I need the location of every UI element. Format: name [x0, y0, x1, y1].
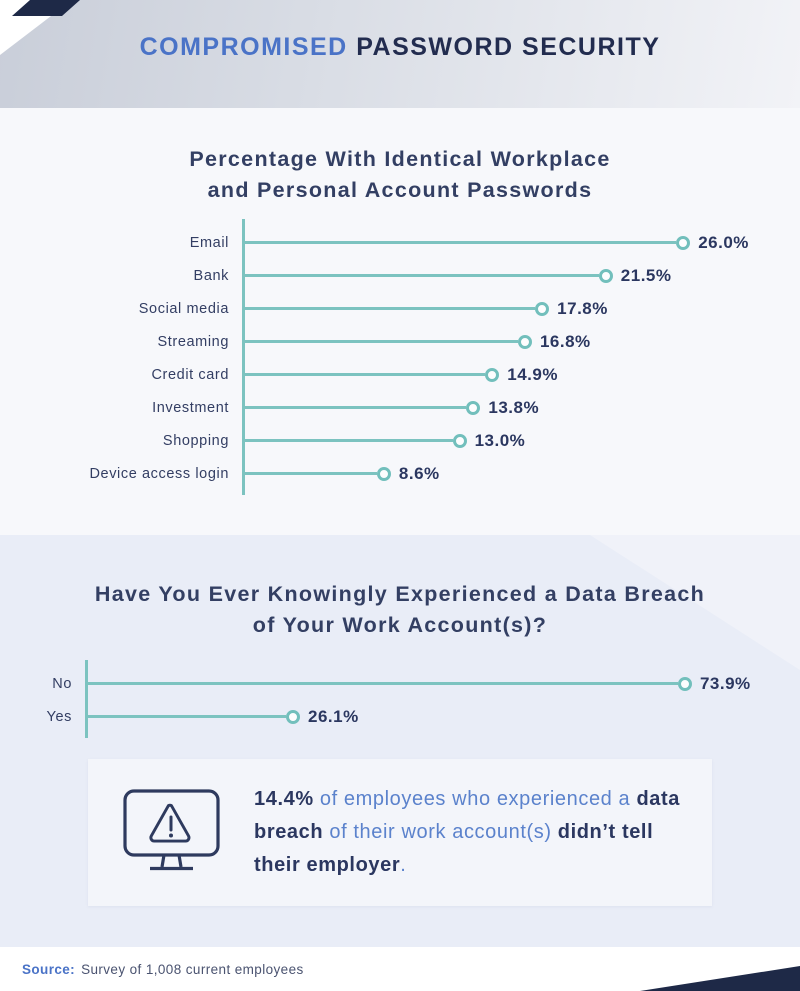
lollipop-chart-passwords: Email 26.0% Bank 21.5% Social media 17.8% Stre… — [3, 219, 800, 495]
chart1-axis-line — [242, 219, 245, 495]
chart2-axis-line — [85, 660, 88, 738]
page-title-accent: COMPROMISED — [139, 33, 348, 61]
source-label: Source: — [22, 961, 76, 977]
chart-row: Investment 13.8% — [3, 391, 800, 424]
category-label: Credit card — [151, 366, 229, 383]
source-text: Survey of 1,008 current employees — [81, 961, 304, 977]
lollipop-stem: 21.5% — [242, 266, 672, 286]
lollipop-stem: 14.9% — [242, 365, 558, 385]
lollipop-line — [242, 340, 518, 343]
category-label: Streaming — [157, 333, 229, 350]
lollipop-ring — [535, 301, 550, 316]
section-data-breach: Have You Ever Knowingly Experienced a Da… — [0, 535, 800, 947]
lollipop-ring — [677, 676, 692, 691]
lollipop-stem: 16.8% — [242, 332, 591, 352]
chart2-title: Have You Ever Knowingly Experienced a Da… — [0, 579, 800, 641]
lollipop-line — [242, 472, 377, 475]
lollipop-stem: 26.1% — [85, 707, 359, 727]
corner-accent-bottom-right — [640, 966, 800, 991]
lollipop-ring — [517, 334, 532, 349]
callout-segment: . — [400, 854, 407, 876]
lollipop-line — [242, 439, 453, 442]
lollipop-line — [242, 307, 536, 310]
chart-row: No 73.9% — [3, 667, 800, 700]
callout-segment: of their work account(s) — [323, 821, 558, 843]
chart-row: Shopping 13.0% — [3, 424, 800, 457]
corner-accent-top-left — [12, 0, 80, 16]
monitor-warning-icon — [116, 785, 220, 880]
value-label: 13.8% — [488, 397, 540, 417]
chart-row: Streaming 16.8% — [3, 325, 800, 358]
chart-row: Device access login 8.6% — [3, 457, 800, 490]
value-label: 14.9% — [507, 364, 558, 384]
lollipop-stem: 17.8% — [242, 299, 608, 319]
category-label: No — [52, 675, 72, 692]
lollipop-ring — [376, 466, 391, 481]
value-label: 26.1% — [308, 706, 359, 726]
lollipop-stem: 73.9% — [85, 674, 751, 694]
value-label: 73.9% — [699, 673, 751, 693]
chart2-title-line2: of Your Work Account(s)? — [252, 613, 548, 637]
lollipop-ring — [598, 268, 613, 283]
section-identical-passwords: Percentage With Identical Workplace and … — [0, 108, 800, 535]
chart-row: Yes 26.1% — [3, 700, 800, 733]
value-label: 13.0% — [474, 430, 526, 450]
chart-row: Email 26.0% — [3, 226, 800, 259]
lollipop-ring — [485, 367, 500, 382]
lollipop-line — [242, 274, 599, 277]
chart1-title-line1: Percentage With Identical Workplace — [189, 147, 611, 171]
callout-box: 14.4% of employees who experienced a dat… — [88, 759, 712, 906]
value-label: 16.8% — [539, 331, 591, 351]
lollipop-line — [242, 373, 486, 376]
chart-row: Social media 17.8% — [3, 292, 800, 325]
lollipop-ring — [452, 433, 467, 448]
lollipop-stem: 13.0% — [242, 431, 525, 451]
lollipop-stem: 26.0% — [242, 233, 749, 253]
category-label: Email — [189, 234, 229, 251]
category-label: Yes — [46, 708, 72, 725]
page-title-rest: PASSWORD SECURITY — [347, 33, 661, 61]
callout-segment: of employees who experienced a — [313, 788, 637, 810]
header-banner: COMPROMISED PASSWORD SECURITY — [0, 0, 800, 108]
callout-segment: didn’t tell their employer — [254, 821, 654, 876]
chart-row: Credit card 14.9% — [3, 358, 800, 391]
page-title: COMPROMISED PASSWORD SECURITY — [0, 33, 800, 62]
lollipop-stem: 13.8% — [242, 398, 539, 418]
value-label: 26.0% — [698, 232, 749, 252]
lollipop-line — [242, 406, 467, 409]
chart1-title-line2: and Personal Account Passwords — [207, 178, 593, 202]
lollipop-line — [85, 682, 678, 685]
category-label: Device access login — [89, 465, 229, 482]
category-label: Investment — [152, 399, 229, 416]
lollipop-line — [85, 715, 287, 718]
lollipop-ring — [466, 400, 481, 415]
category-label: Bank — [193, 267, 229, 284]
callout-segment: data breach — [254, 788, 680, 843]
callout-segment: 14.4% — [254, 788, 314, 810]
category-label: Social media — [138, 300, 229, 317]
category-label: Shopping — [162, 432, 229, 449]
value-label: 8.6% — [398, 463, 440, 483]
callout-text: 14.4% of employees who experienced a dat… — [254, 783, 692, 882]
lollipop-ring — [286, 709, 301, 724]
lollipop-ring — [676, 235, 691, 250]
value-label: 21.5% — [620, 265, 672, 285]
value-label: 17.8% — [557, 298, 608, 318]
footer: Source: Survey of 1,008 current employee… — [0, 947, 800, 991]
chart1-title: Percentage With Identical Workplace and … — [0, 144, 800, 206]
chart2-title-line1: Have You Ever Knowingly Experienced a Da… — [94, 582, 706, 606]
chart-row: Bank 21.5% — [3, 259, 800, 292]
lollipop-chart-breach: No 73.9% Yes 26.1% — [3, 660, 800, 738]
lollipop-stem: 8.6% — [242, 464, 440, 484]
lollipop-line — [242, 241, 677, 244]
